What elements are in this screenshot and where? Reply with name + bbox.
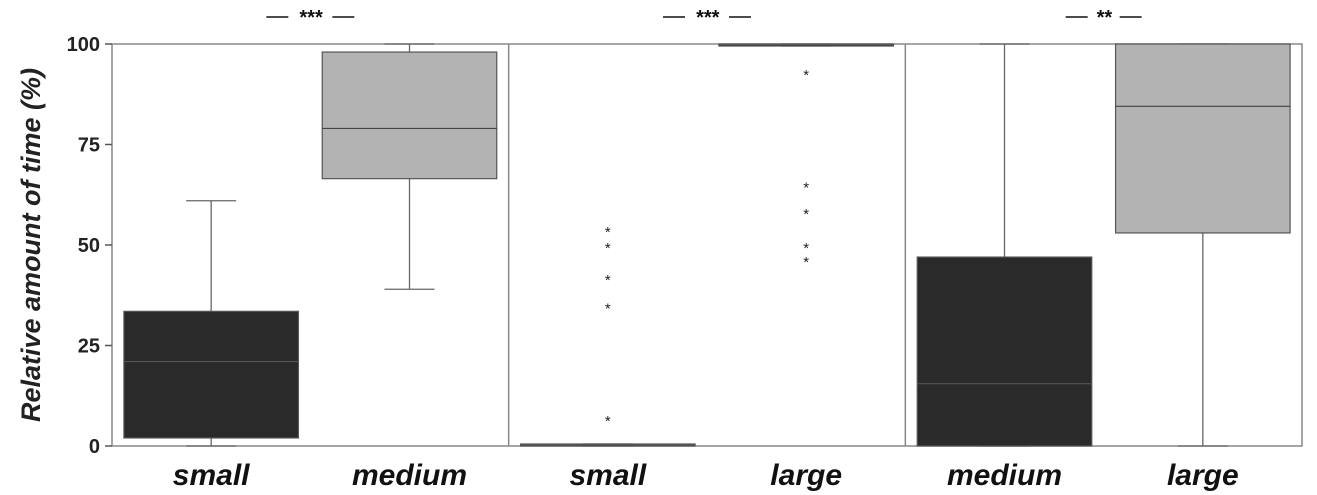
outlier-point: *: [605, 224, 611, 241]
y-tick-label: 100: [67, 34, 100, 56]
y-tick-label: 50: [78, 235, 100, 257]
outlier-point: *: [605, 413, 611, 430]
outlier-point: *: [605, 300, 611, 317]
outlier-point: *: [605, 272, 611, 289]
y-tick-label: 75: [78, 135, 100, 157]
box: [916, 256, 1093, 447]
box: [1114, 43, 1291, 234]
significance-label: **: [1096, 7, 1113, 29]
box: [123, 310, 300, 439]
y-tick-label: 25: [78, 336, 100, 358]
significance-label: ***: [695, 7, 720, 29]
outlier-point: *: [605, 240, 611, 257]
x-category-label: small: [569, 459, 646, 492]
outlier-point: *: [803, 67, 809, 84]
outlier-point: *: [803, 254, 809, 271]
y-axis-label: Relative amount of time (%): [16, 68, 46, 422]
outlier-point: *: [803, 240, 809, 257]
x-category-label: medium: [947, 459, 1062, 492]
x-category-label: medium: [352, 459, 467, 492]
x-category-label: large: [1167, 459, 1239, 492]
box: [321, 51, 498, 180]
significance-label: ***: [299, 7, 324, 29]
y-tick-label: 0: [89, 436, 100, 458]
outlier-point: *: [803, 206, 809, 223]
x-category-label: large: [770, 459, 842, 492]
outlier-point: *: [803, 180, 809, 197]
x-category-label: small: [173, 459, 250, 492]
